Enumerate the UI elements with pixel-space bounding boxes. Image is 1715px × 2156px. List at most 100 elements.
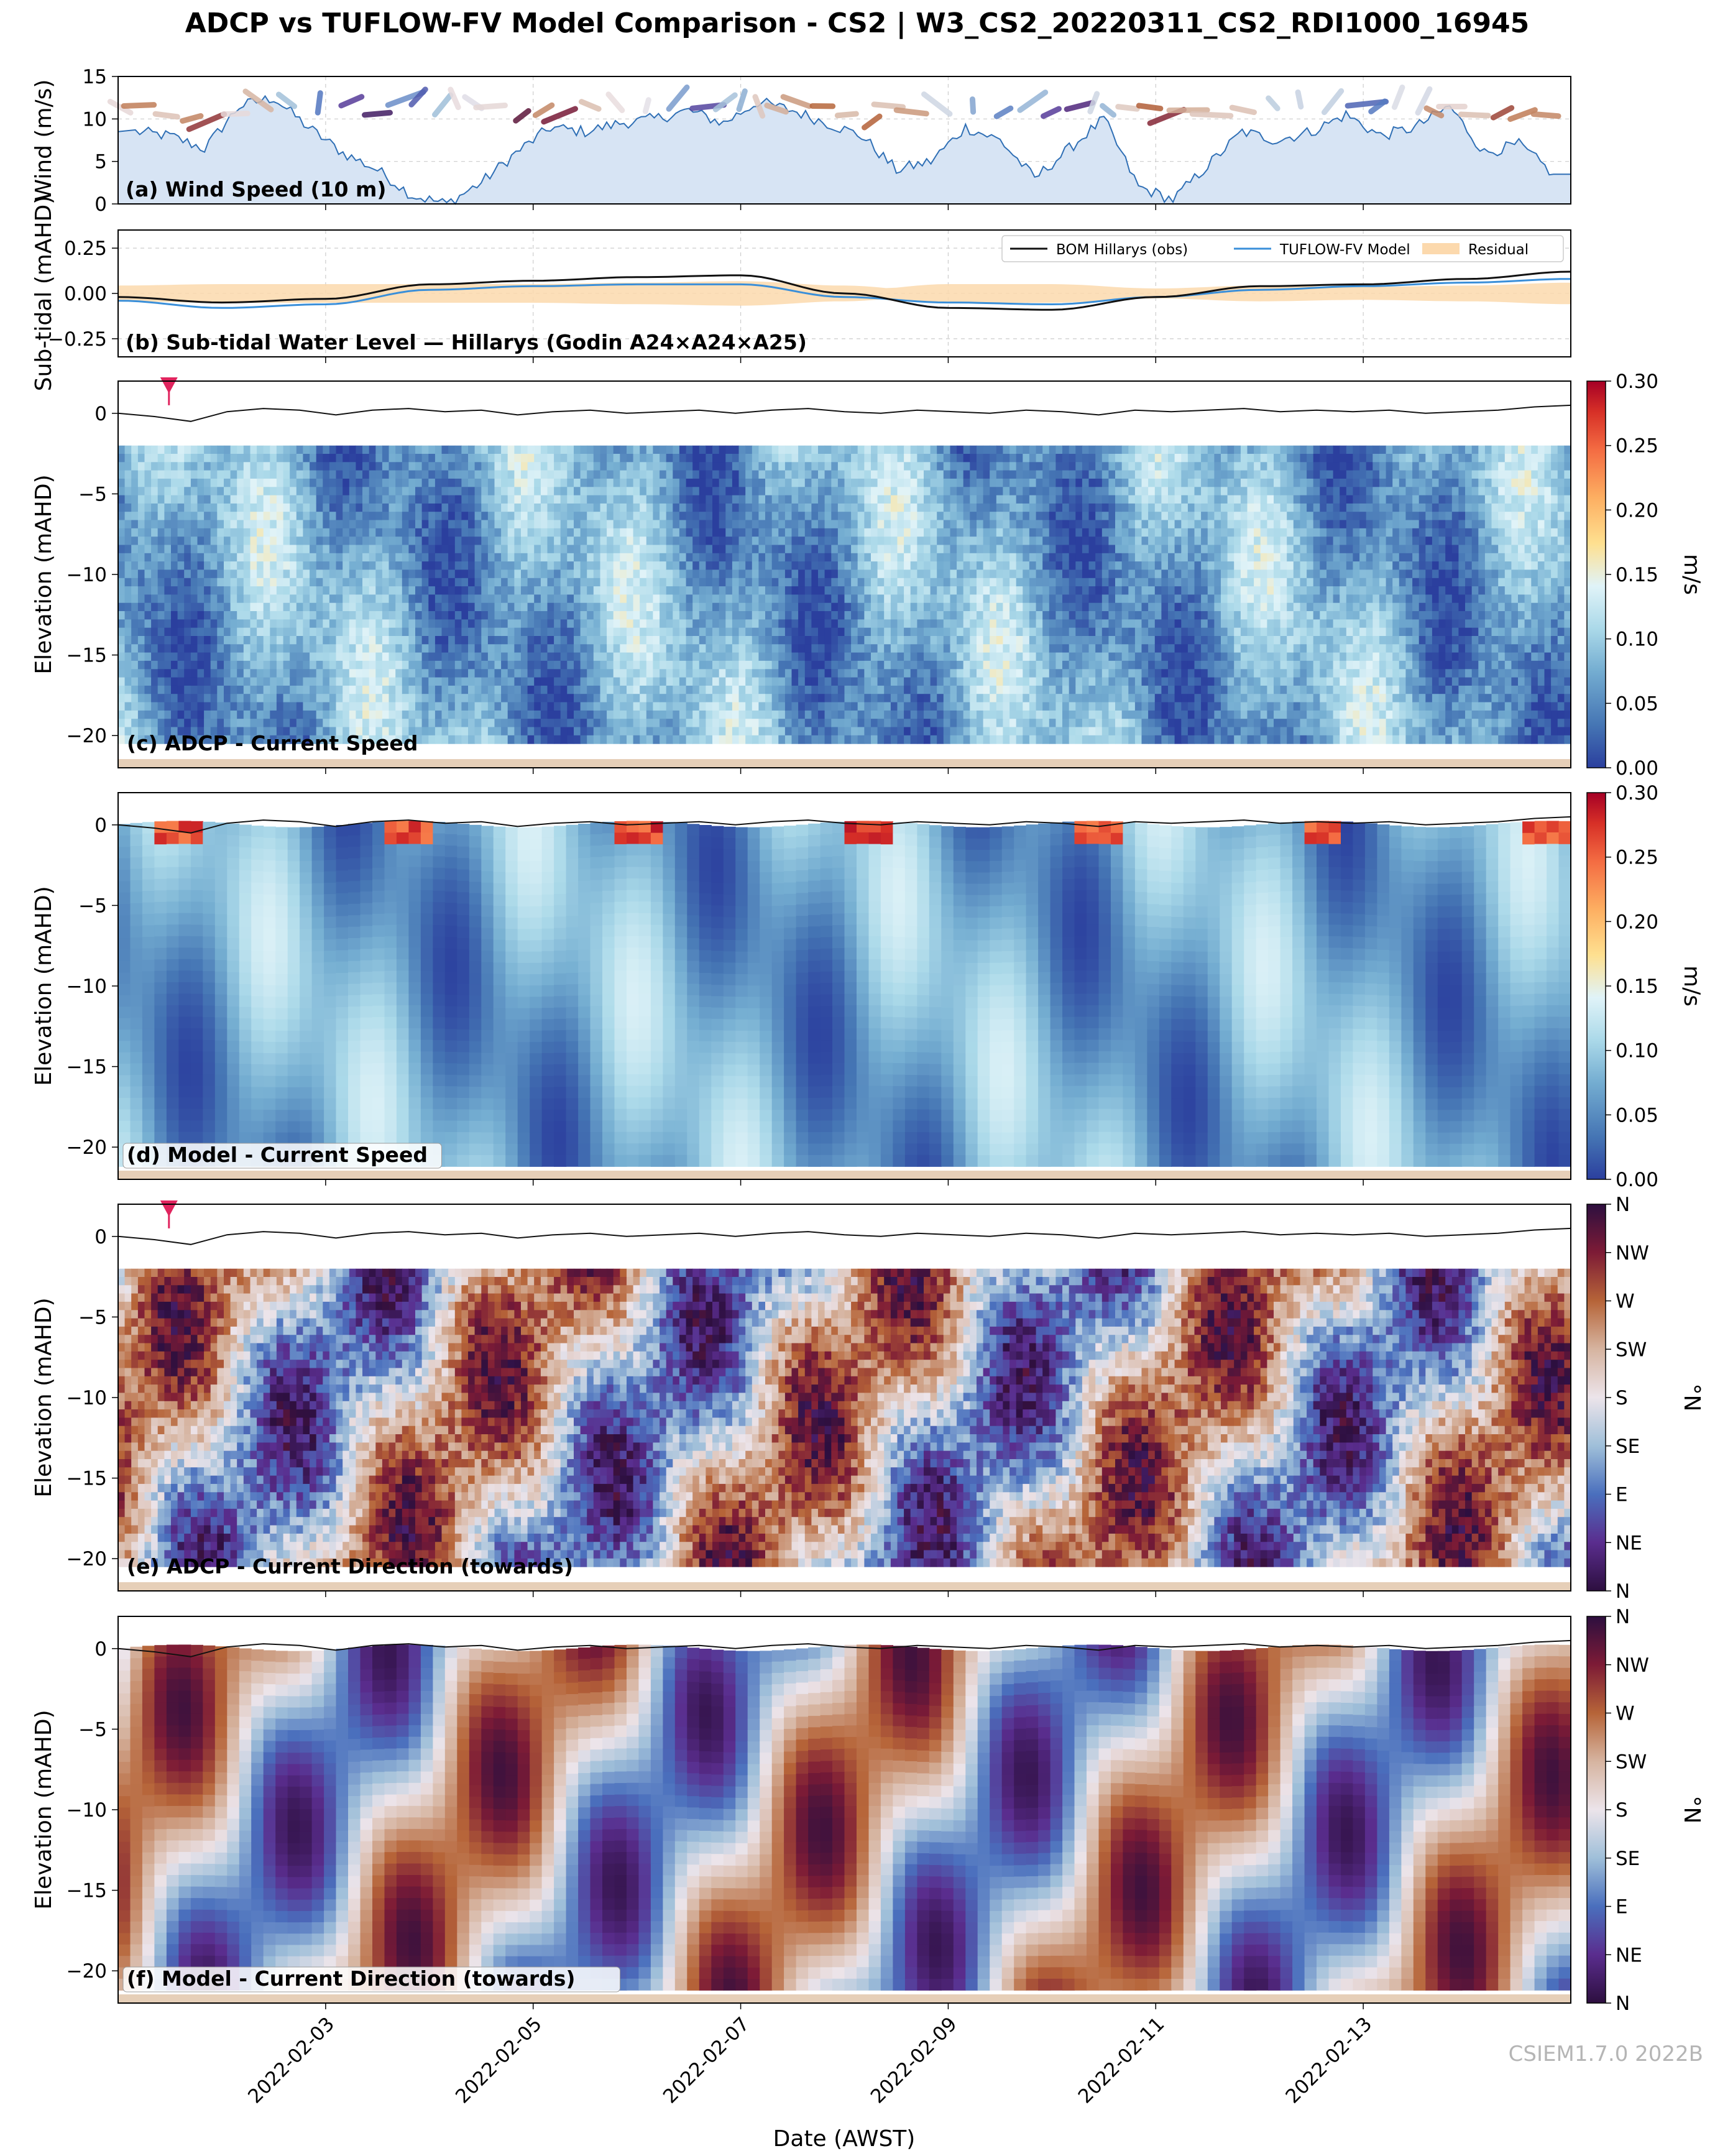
heatmap-cell: [785, 446, 792, 454]
heatmap-cell: [395, 594, 402, 603]
heatmap-cell: [712, 669, 719, 678]
heatmap-cell: [455, 653, 462, 661]
heatmap-cell: [224, 594, 231, 603]
y-tick-label: −10: [67, 564, 107, 586]
heatmap-cell: [415, 653, 422, 661]
heatmap-cell: [204, 553, 211, 562]
heatmap-cell: [884, 504, 891, 512]
heatmap-cell: [581, 661, 587, 670]
heatmap-cell: [237, 644, 244, 653]
heatmap-cell: [336, 619, 343, 628]
heatmap-cell: [679, 504, 686, 512]
heatmap-cell: [375, 561, 382, 570]
heatmap-cell: [937, 735, 944, 744]
heatmap-cell: [548, 462, 554, 471]
heatmap-cell: [171, 619, 178, 628]
heatmap-cell: [699, 520, 706, 529]
heatmap-cell: [983, 686, 990, 694]
heatmap-cell: [204, 636, 211, 645]
heatmap-cell: [264, 586, 270, 595]
heatmap-cell: [924, 471, 931, 479]
heatmap-cell: [435, 735, 442, 744]
heatmap-cell: [488, 636, 495, 645]
heatmap-cell: [343, 586, 349, 595]
heatmap-cell: [488, 653, 495, 661]
heatmap-cell: [745, 545, 752, 554]
heatmap-cell: [428, 603, 435, 612]
heatmap-cell: [725, 462, 732, 471]
heatmap-cell: [481, 719, 488, 727]
heatmap-cell: [607, 479, 614, 487]
heatmap-cell: [587, 611, 594, 620]
heatmap-cell: [475, 446, 482, 454]
heatmap-cell: [329, 711, 336, 719]
heatmap-cell: [369, 520, 376, 529]
heatmap-cell: [244, 678, 251, 686]
heatmap-cell: [382, 561, 389, 570]
heatmap-cell: [739, 661, 746, 670]
heatmap-cell: [798, 578, 805, 587]
heatmap-cell: [937, 669, 944, 678]
heatmap-cell: [719, 462, 726, 471]
heatmap-cell: [191, 471, 198, 479]
heatmap-cell: [944, 661, 950, 670]
heatmap-cell: [369, 528, 376, 537]
heatmap-cell: [970, 553, 977, 562]
heatmap-cell: [231, 603, 237, 612]
heatmap-cell: [692, 636, 699, 645]
heatmap-cell: [164, 561, 171, 570]
heatmap-cell: [244, 495, 251, 504]
heatmap-cell: [772, 586, 779, 595]
heatmap-cell: [614, 678, 620, 686]
heatmap-cell: [792, 644, 799, 653]
heatmap-cell: [118, 719, 125, 727]
heatmap-cell: [911, 512, 917, 520]
heatmap-cell: [581, 471, 587, 479]
heatmap-cell: [805, 703, 812, 711]
heatmap-cell: [145, 711, 152, 719]
heatmap-cell: [673, 578, 679, 587]
heatmap-cell: [719, 686, 726, 694]
heatmap-cell: [864, 487, 871, 495]
heatmap-cell: [231, 694, 237, 703]
heatmap-cell: [402, 619, 409, 628]
heatmap-cell: [244, 661, 251, 670]
heatmap-cell: [706, 512, 712, 520]
heatmap-cell: [514, 479, 521, 487]
heatmap-cell: [917, 479, 924, 487]
heatmap-cell: [594, 628, 600, 637]
heatmap-cell: [917, 619, 924, 628]
heatmap-cell: [277, 603, 283, 612]
heatmap-cell: [237, 520, 244, 529]
heatmap-cell: [428, 446, 435, 454]
heatmap-cell: [692, 454, 699, 463]
heatmap-cell: [825, 669, 832, 678]
heatmap-cell: [561, 569, 568, 578]
heatmap-cell: [845, 628, 852, 637]
heatmap-cell: [772, 619, 779, 628]
heatmap-cell: [316, 528, 323, 537]
heatmap-cell: [706, 619, 712, 628]
heatmap-cell: [818, 537, 825, 545]
heatmap-cell: [408, 545, 415, 554]
heatmap-cell: [356, 669, 362, 678]
heatmap-cell: [310, 479, 316, 487]
heatmap-cell: [297, 669, 303, 678]
heatmap-cell: [725, 446, 732, 454]
heatmap-cell: [963, 719, 970, 727]
heatmap-cell: [633, 661, 640, 670]
heatmap-cell: [138, 520, 145, 529]
heatmap-cell: [184, 520, 191, 529]
heatmap-cell: [904, 727, 911, 736]
heatmap-cell: [290, 471, 297, 479]
heatmap-cell: [349, 462, 356, 471]
heatmap-cell: [277, 545, 283, 554]
heatmap-cell: [495, 553, 502, 562]
heatmap-cell: [699, 553, 706, 562]
heatmap-cell: [732, 586, 739, 595]
heatmap-cell: [614, 636, 620, 645]
heatmap-cell: [699, 569, 706, 578]
heatmap-cell: [752, 661, 759, 670]
heatmap-cell: [653, 628, 660, 637]
heatmap-cell: [316, 520, 323, 529]
